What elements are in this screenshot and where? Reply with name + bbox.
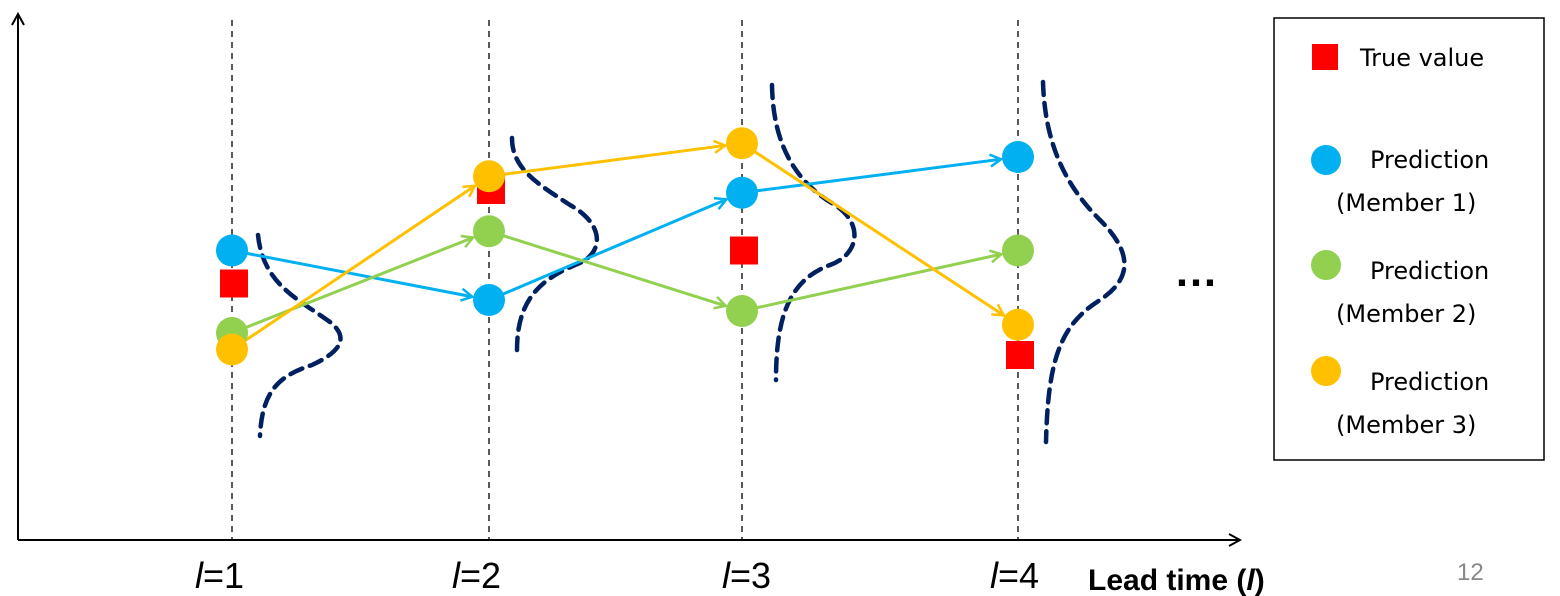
member1-prediction-marker-l1 <box>216 234 248 267</box>
legend-member3-label-line2: (Member 3) <box>1336 411 1476 439</box>
legend-member2-label-line1: Prediction <box>1370 257 1489 285</box>
distribution-curves <box>255 79 1127 445</box>
distribution-curve-l3 <box>769 82 857 383</box>
member3-trajectory-3-4 <box>752 149 1004 315</box>
legend-member3-marker <box>1311 356 1341 386</box>
true-value-marker-l1 <box>220 269 248 298</box>
member1-prediction-marker-l2 <box>473 284 505 316</box>
member2-trajectory-1-2 <box>244 238 473 330</box>
member3-prediction-marker-l1 <box>216 333 248 366</box>
member1-prediction-marker-l3 <box>726 176 758 209</box>
lead-time-guides <box>231 20 1019 540</box>
member2-prediction-marker-l4 <box>1002 234 1034 267</box>
continuation-ellipsis: … <box>1174 247 1218 296</box>
member3-prediction-marker-l2 <box>473 160 505 193</box>
distribution-curve-l1 <box>255 232 343 439</box>
member2-prediction-marker-l3 <box>726 295 758 327</box>
member3-trajectory-1-2 <box>242 186 475 343</box>
x-tick-l4: l=4 <box>990 555 1039 596</box>
true-value-marker-l4 <box>1006 341 1034 369</box>
true-value-marker-l3 <box>730 236 758 265</box>
legend-member2-label-line2: (Member 2) <box>1336 300 1476 328</box>
page-number: 12 <box>1457 559 1484 586</box>
member2-prediction-marker-l2 <box>473 215 505 248</box>
distribution-curve-l2 <box>509 135 600 353</box>
member1-prediction-marker-l4 <box>1002 141 1034 173</box>
legend-member2-marker <box>1311 250 1341 280</box>
legend: True value Prediction (Member 1) Predict… <box>1273 17 1545 461</box>
member1-trajectory-3-4 <box>755 159 1001 193</box>
member3-prediction-marker-l3 <box>726 127 758 160</box>
member2-trajectory-2-3 <box>501 234 725 305</box>
x-axis-title: Lead time (l) <box>1088 564 1265 596</box>
x-tick-l3: l=3 <box>722 555 771 596</box>
member3-prediction-marker-l4 <box>1002 308 1034 341</box>
member2-trajectory-3-4 <box>755 254 1002 310</box>
x-tick-l1: l=1 <box>195 555 244 596</box>
distribution-curve-l4 <box>1040 79 1127 445</box>
legend-member3-label-line1: Prediction <box>1370 368 1489 396</box>
legend-member1-marker <box>1311 145 1341 175</box>
legend-member1-label-line1: Prediction <box>1370 146 1489 174</box>
legend-box <box>1273 17 1545 461</box>
member1-trajectory-1-2 <box>245 251 473 297</box>
legend-true-value-marker <box>1312 44 1338 70</box>
legend-true-value-label: True value <box>1359 44 1484 72</box>
member1-trajectory-2-3 <box>501 199 726 296</box>
x-tick-l2: l=2 <box>452 555 501 596</box>
member3-trajectory-2-3 <box>502 145 725 176</box>
legend-member1-label-line2: (Member 1) <box>1336 189 1476 217</box>
